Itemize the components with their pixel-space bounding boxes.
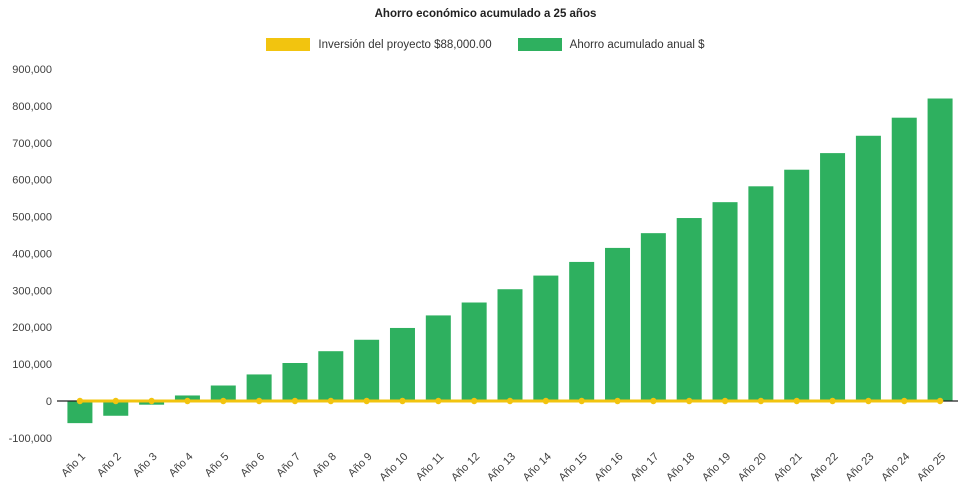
- chart-title: Ahorro económico acumulado a 25 años: [374, 8, 597, 20]
- investment-line-marker: [506, 397, 514, 405]
- x-axis-label: Año 14: [521, 451, 554, 484]
- bar-ahorro-año-10: [389, 327, 415, 401]
- legend-label-savings: Ahorro acumulado anual $: [569, 38, 705, 51]
- investment-line-marker: [255, 397, 263, 405]
- x-axis-label: Año 18: [664, 451, 697, 484]
- investment-line-marker: [865, 397, 872, 405]
- x-axis-label: Año 24: [879, 451, 912, 484]
- x-axis-label: Año 4: [167, 451, 196, 480]
- bar-ahorro-año-1: [67, 401, 93, 424]
- x-axis-label: Año 12: [449, 451, 482, 484]
- bar-ahorro-año-24: [891, 117, 917, 402]
- x-axis-label: Año 6: [238, 451, 267, 480]
- bar-ahorro-año-6: [246, 374, 272, 401]
- investment-line-marker: [76, 397, 84, 405]
- x-axis-label: Año 16: [592, 451, 625, 484]
- x-axis-label: Año 11: [414, 451, 447, 484]
- legend-item-savings: Ahorro acumulado anual $: [517, 38, 705, 51]
- x-axis-label: Año 22: [808, 451, 841, 484]
- bar-ahorro-año-15: [569, 261, 595, 401]
- y-tick-label: 100,000: [12, 359, 52, 371]
- bar-ahorro-año-8: [318, 351, 344, 401]
- y-tick-label: 800,000: [12, 101, 52, 113]
- bar-ahorro-año-2: [103, 401, 129, 416]
- y-tick-label: 400,000: [12, 248, 52, 260]
- investment-line-marker: [757, 397, 765, 405]
- y-tick-label: 700,000: [12, 138, 52, 150]
- investment-line-marker: [112, 397, 119, 405]
- x-axis-label: Año 8: [310, 451, 339, 480]
- investment-line-marker: [220, 397, 227, 405]
- y-tick-label: 200,000: [12, 322, 52, 334]
- investment-line-marker: [829, 397, 836, 405]
- y-tick-label: 0: [46, 396, 52, 408]
- bar-ahorro-año-16: [605, 247, 631, 401]
- investment-line-marker: [542, 397, 550, 405]
- investment-line-marker: [650, 397, 657, 405]
- investment-line-marker: [721, 397, 729, 405]
- bar-ahorro-año-25: [927, 98, 953, 401]
- x-axis-label: Año 2: [95, 451, 124, 480]
- bar-ahorro-año-21: [784, 169, 810, 401]
- investment-line-marker: [327, 397, 334, 405]
- investment-line-marker: [291, 397, 299, 405]
- x-axis-label: Año 25: [915, 451, 948, 484]
- y-tick-label: 900,000: [12, 64, 52, 76]
- bar-ahorro-año-14: [533, 275, 559, 401]
- x-axis-label: Año 21: [772, 451, 805, 484]
- bar-ahorro-año-13: [497, 289, 523, 401]
- x-axis-label: Año 1: [59, 451, 88, 480]
- y-tick-label: 500,000: [12, 212, 52, 224]
- y-tick-label: 300,000: [12, 285, 52, 297]
- bar-ahorro-año-11: [425, 315, 451, 401]
- x-axis-label: Año 7: [274, 451, 303, 480]
- y-tick-label: 600,000: [12, 175, 52, 187]
- x-axis-label: Año 13: [485, 451, 518, 484]
- bar-ahorro-año-23: [855, 135, 881, 401]
- investment-line-marker: [184, 397, 191, 405]
- bar-ahorro-año-7: [282, 363, 308, 401]
- investment-line-marker: [470, 397, 478, 405]
- investment-line-marker: [399, 397, 406, 405]
- x-axis-label: Año 5: [203, 451, 232, 480]
- x-axis-label: Año 15: [557, 451, 590, 484]
- x-axis-label: Año 20: [736, 451, 769, 484]
- investment-line-marker: [614, 397, 621, 405]
- x-axis-label: Año 3: [131, 451, 160, 480]
- investment-line-marker: [578, 397, 585, 405]
- chart-legend: Inversión del proyecto $88,000.00 Ahorro…: [0, 38, 971, 51]
- bar-ahorro-año-19: [712, 202, 738, 401]
- x-axis-label: Año 23: [843, 451, 876, 484]
- bar-ahorro-año-5: [210, 385, 236, 401]
- bar-ahorro-año-22: [820, 153, 846, 401]
- legend-swatch-investment-icon: [266, 38, 311, 51]
- bar-ahorro-año-18: [676, 218, 702, 401]
- investment-line-marker: [901, 397, 908, 405]
- legend-label-investment: Inversión del proyecto $88,000.00: [318, 38, 492, 51]
- x-axis-label: Año 10: [377, 451, 410, 484]
- bar-ahorro-año-12: [461, 302, 487, 401]
- x-axis-label: Año 17: [628, 451, 661, 484]
- y-tick-label: -100,000: [9, 433, 52, 445]
- bar-ahorro-año-9: [354, 339, 380, 401]
- x-axis-label: Año 19: [700, 451, 733, 484]
- investment-line-marker: [936, 397, 944, 405]
- investment-line-marker: [793, 397, 800, 405]
- bar-ahorro-año-20: [748, 186, 774, 401]
- bar-ahorro-año-17: [640, 233, 666, 401]
- legend-swatch-savings-icon: [517, 38, 562, 51]
- investment-line-marker: [363, 397, 370, 405]
- investment-line-marker: [686, 397, 693, 405]
- x-axis-label: Año 9: [346, 451, 375, 480]
- investment-line-marker: [148, 397, 155, 405]
- legend-item-investment: Inversión del proyecto $88,000.00: [266, 38, 492, 51]
- investment-line-marker: [435, 397, 442, 405]
